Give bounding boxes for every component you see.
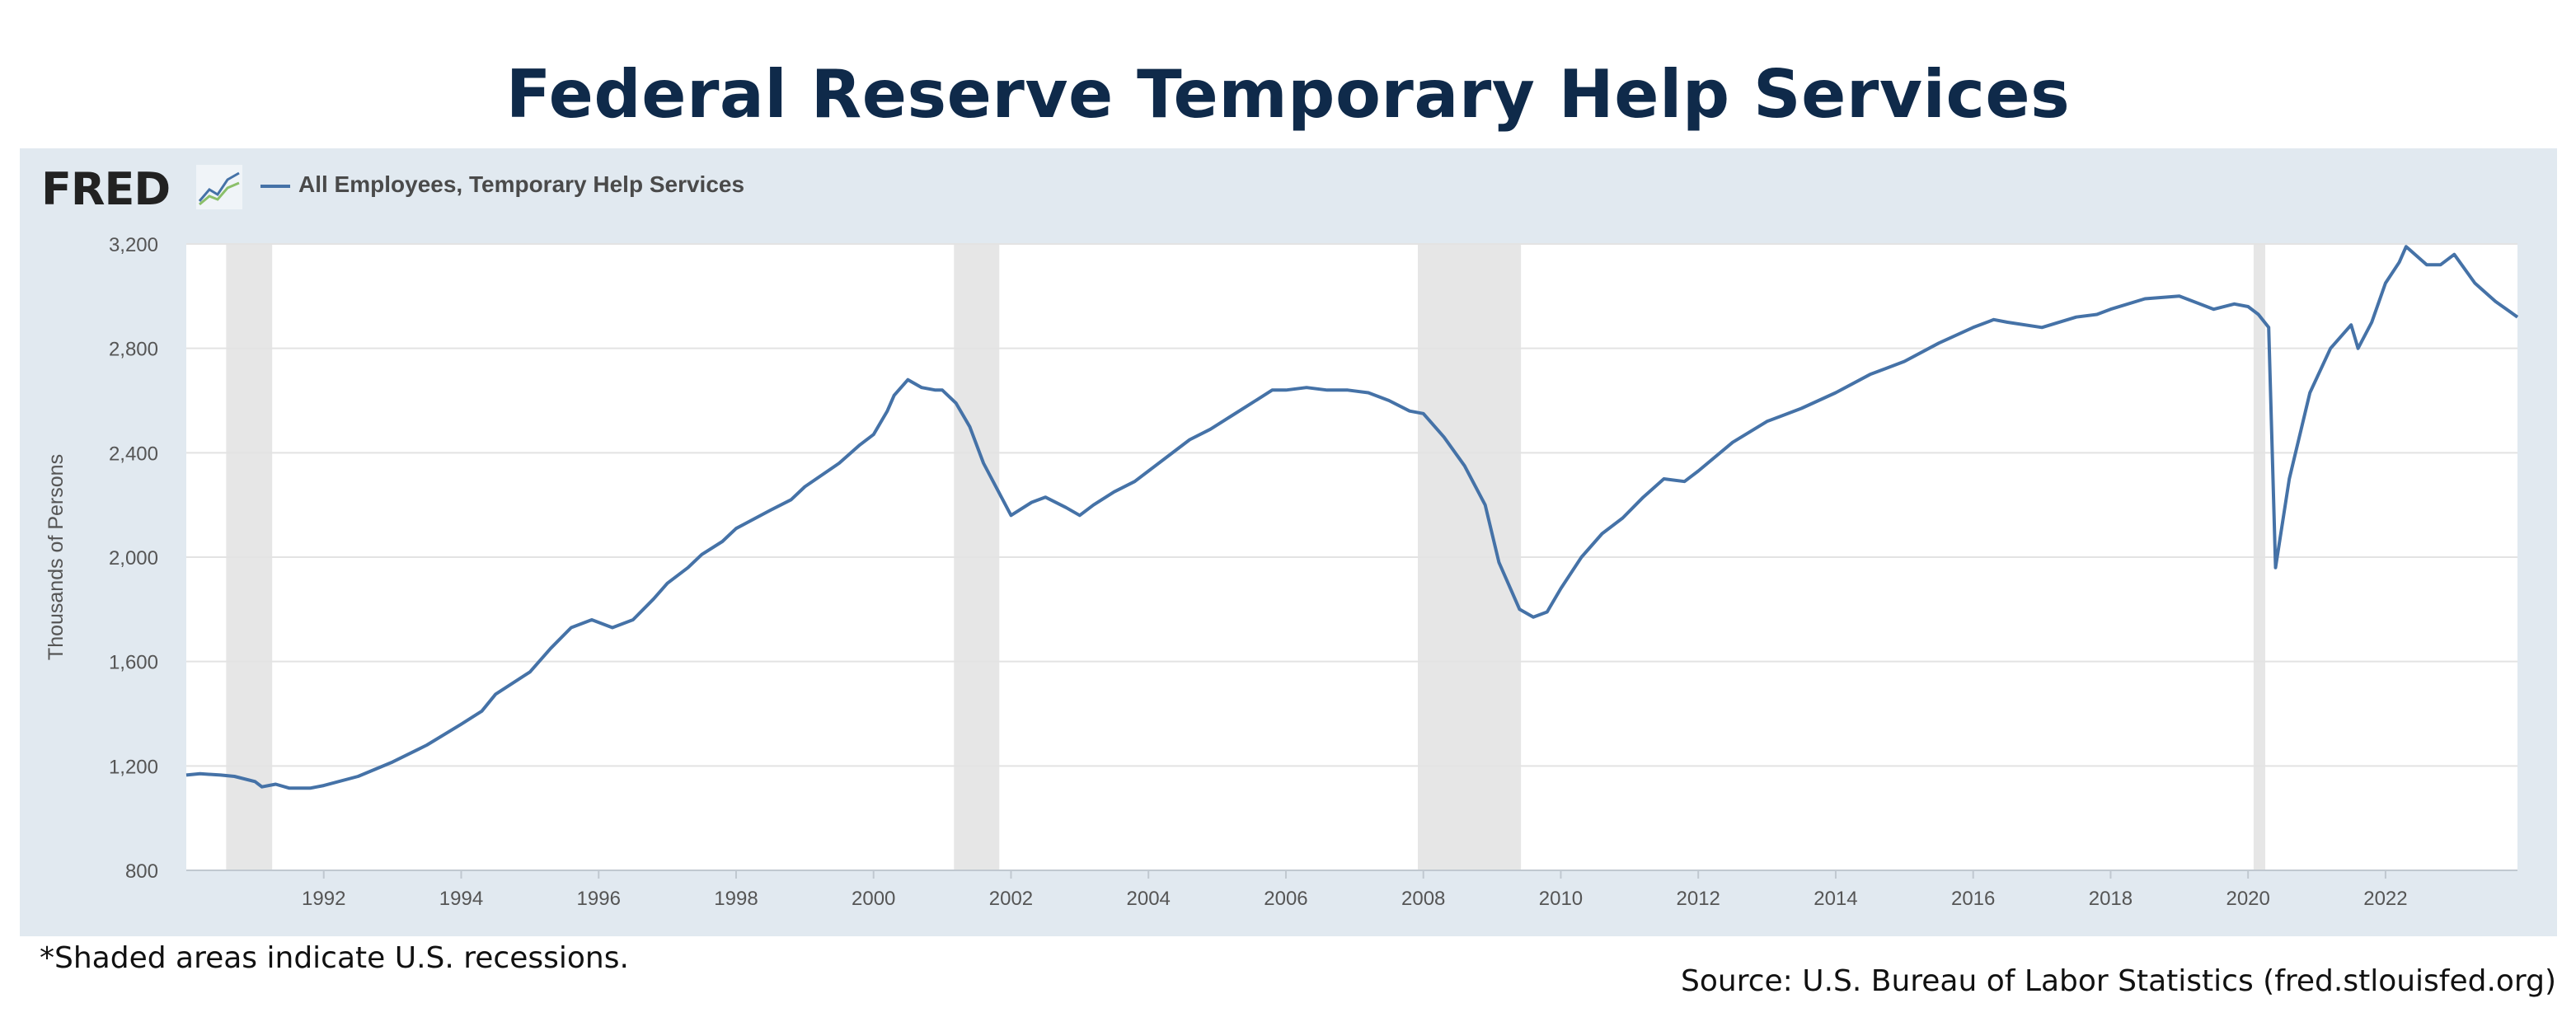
page-title: Federal Reserve Temporary Help Services	[505, 56, 2071, 133]
fred-logo-graph-icon	[196, 165, 242, 209]
y-tick-label: 2,000	[109, 547, 158, 570]
x-tick-label: 2008	[1401, 888, 1445, 910]
x-tick-label: 2014	[1814, 888, 1857, 910]
x-tick-label: 2004	[1127, 888, 1171, 910]
x-tick-label: 1996	[577, 888, 621, 910]
y-tick-label: 2,800	[109, 339, 158, 361]
x-tick-label: 2018	[2089, 888, 2133, 910]
y-tick-label: 1,600	[109, 652, 158, 674]
x-tick-label: 2010	[1539, 888, 1583, 910]
x-tick-label: 1998	[714, 888, 758, 910]
x-tick-label: 2002	[989, 888, 1033, 910]
x-tick-label: 2020	[2226, 888, 2269, 910]
legend-swatch	[260, 185, 290, 188]
recession-footnote: *Shaded areas indicate U.S. recessions.	[40, 941, 629, 975]
x-tick-label: 1994	[439, 888, 483, 910]
x-tick-label: 2012	[1677, 888, 1720, 910]
x-tick-label: 2006	[1264, 888, 1307, 910]
x-tick-label: 2016	[1951, 888, 1995, 910]
source-note: Source: U.S. Bureau of Labor Statistics …	[1681, 964, 2556, 998]
x-tick-label: 2022	[2363, 888, 2407, 910]
y-tick-label: 800	[125, 860, 158, 883]
fred-logo: FRED	[41, 163, 171, 215]
y-tick-label: 1,200	[109, 756, 158, 778]
x-tick-label: 2000	[852, 888, 895, 910]
y-tick-label: 3,200	[109, 234, 158, 256]
y-tick-label: 2,400	[109, 443, 158, 465]
series-line	[185, 245, 2519, 790]
y-axis-label: Thousands of Persons	[45, 454, 68, 660]
x-tick-label: 1992	[302, 888, 345, 910]
legend-label: All Employees, Temporary Help Services	[298, 171, 745, 197]
